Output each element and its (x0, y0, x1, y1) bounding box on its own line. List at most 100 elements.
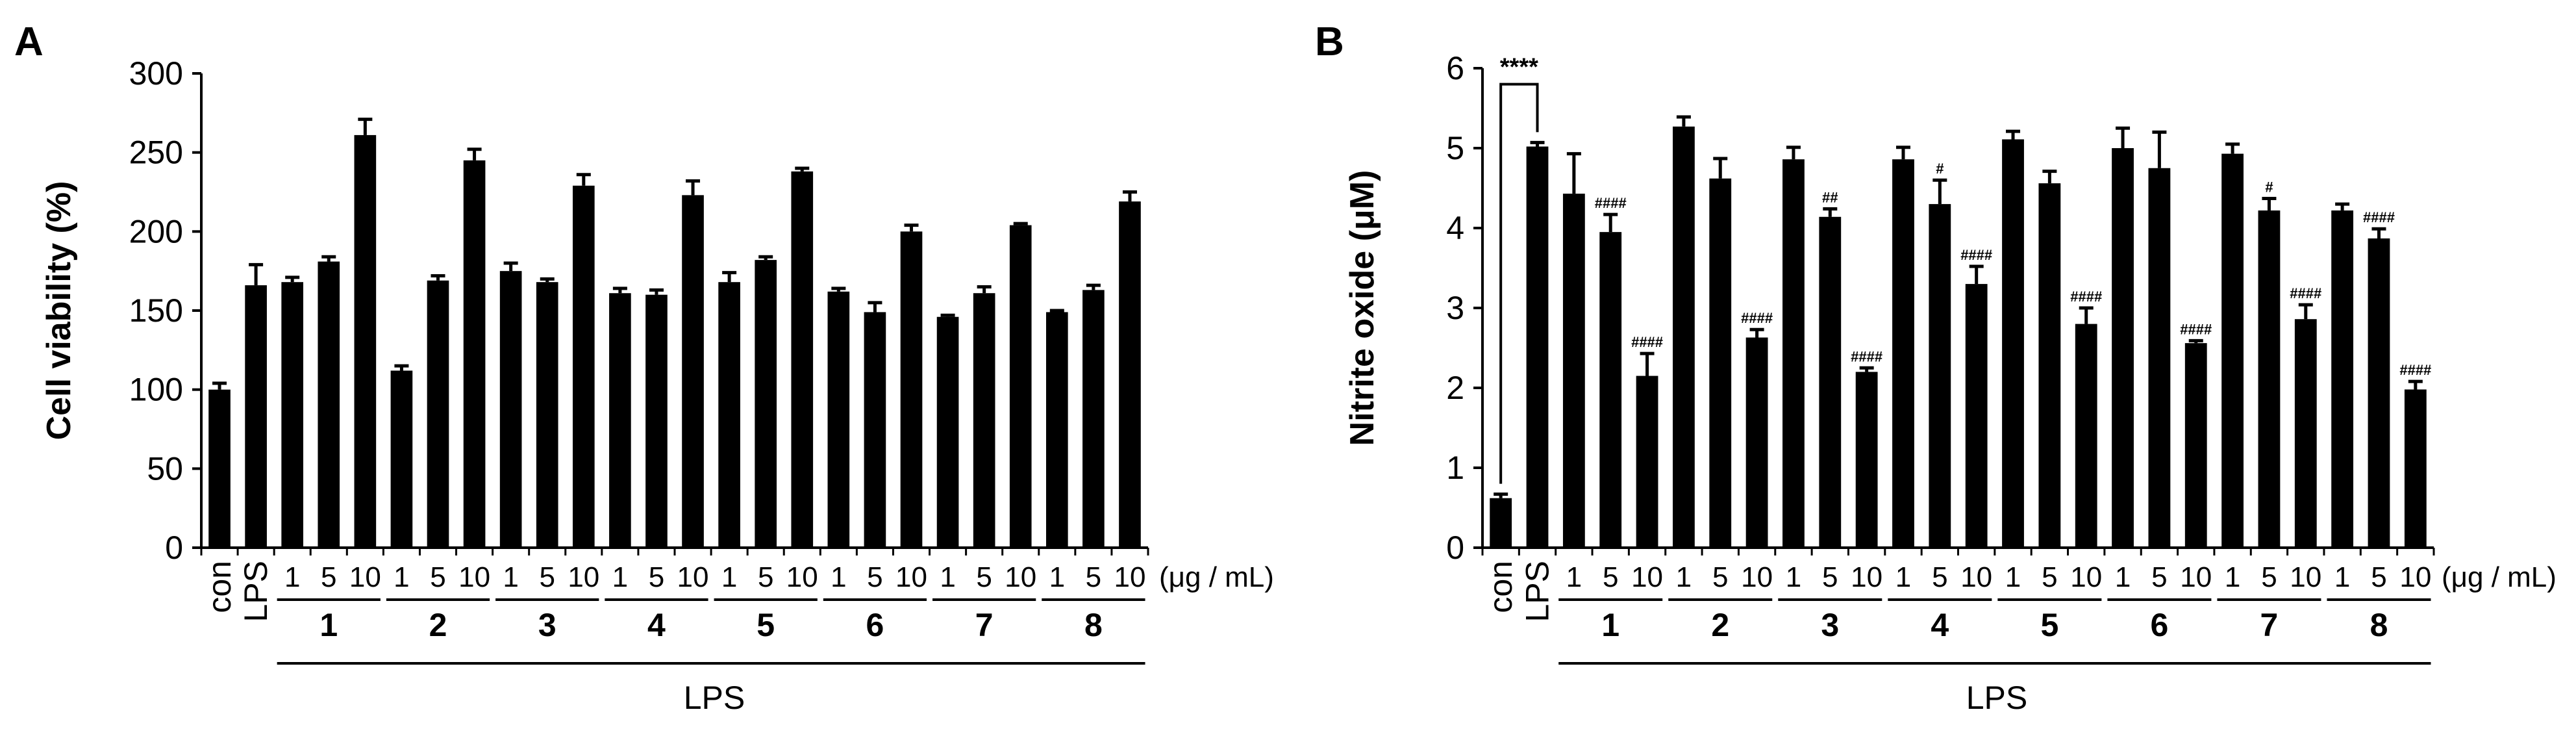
panel-b-bar (2112, 148, 2134, 548)
panel-b-bar (2075, 324, 2097, 548)
panel-b-y-tick-label: 4 (1446, 210, 1464, 246)
panel-a-bar (245, 285, 267, 548)
panel-b-significance-mark: #### (1631, 334, 1663, 350)
panel-a-bar (1045, 312, 1068, 548)
panel-b-bar (2221, 153, 2244, 548)
panel-a-bar (864, 312, 886, 548)
panel-b-compound-label: 2 (1711, 607, 1729, 643)
panel-b-x-category-label: LPS (1519, 561, 1556, 622)
panel-a-y-tick-label: 200 (129, 213, 183, 249)
panel-a-bar (755, 260, 777, 548)
panel-b-significance-mark: # (2265, 179, 2273, 195)
panel-a-bar (645, 294, 668, 548)
panel-a-x-dose-label: 5 (867, 561, 882, 593)
panel-b-x-dose-label: 1 (2115, 561, 2131, 593)
panel-b-unit-label: (μg / mL) (2442, 561, 2557, 593)
panel-a-x-dose-label: 1 (394, 561, 409, 593)
panel-a-y-tick-label: 0 (165, 529, 183, 566)
panel-a-bar (499, 271, 522, 548)
panel-a-bar (1009, 225, 1032, 548)
panel-a-y-axis-title: Cell viability (%) (40, 181, 78, 440)
panel-b-bar (1709, 178, 1732, 548)
panel-b-significance-mark: ## (1822, 189, 1838, 205)
panel-b-bar (1819, 216, 1842, 548)
panel-b-x-dose-label: 10 (2399, 561, 2431, 593)
panel-b-significance-mark: #### (2363, 209, 2395, 225)
panel-b-y-tick-label: 2 (1446, 370, 1464, 406)
panel-a-x-dose-label: 1 (503, 561, 518, 593)
panel-b-compound-label: 7 (2260, 607, 2279, 643)
panel-b-y-tick-label: 5 (1446, 130, 1464, 166)
panel-a-x-dose-label: 10 (349, 561, 381, 593)
panel-b-x-dose-label: 5 (2261, 561, 2277, 593)
panel-b-x-dose-label: 1 (1676, 561, 1692, 593)
panel-b-x-dose-label: 1 (2334, 561, 2350, 593)
panel-a-x-dose-label: 1 (612, 561, 628, 593)
panel-b-x-dose-label: 10 (1741, 561, 1773, 593)
panel-b-bar (1892, 159, 1914, 548)
panel-a-x-dose-label: 10 (458, 561, 490, 593)
panel-b-compound-label: 1 (1601, 607, 1619, 643)
panel-b-bar (1929, 204, 1951, 548)
panel-a-compound-label: 6 (866, 607, 884, 643)
panel-b-x-dose-label: 5 (1822, 561, 1838, 593)
panel-b-bar (1490, 498, 1512, 548)
panel-b-y-axis-title: Nitrite oxide (μM) (1344, 170, 1381, 446)
panel-b-significance-mark: #### (1741, 310, 1773, 326)
panel-a-x-dose-label: 1 (1049, 561, 1065, 593)
panel-a-bar (1119, 201, 1141, 548)
panel-b-bar (2184, 343, 2207, 548)
panel-a-x-dose-label: 1 (284, 561, 300, 593)
panel-b-x-dose-label: 1 (2005, 561, 2021, 593)
panel-b-significance-mark: #### (2180, 321, 2212, 337)
panel-b-x-dose-label: 10 (2070, 561, 2102, 593)
panel-b-bar (2368, 238, 2390, 548)
panel-b-bar (2002, 139, 2024, 548)
panel-a-compound-label: 1 (319, 607, 338, 643)
panel-b-significance-mark: #### (2399, 362, 2431, 378)
panel-a-bar (791, 171, 814, 548)
panel-b-compound-label: 6 (2150, 607, 2168, 643)
panel-b-significance-mark: # (1936, 160, 1944, 177)
panel-a-x-dose-label: 1 (940, 561, 955, 593)
panel-a-bar (354, 134, 377, 548)
panel-b-bar (1855, 372, 1878, 548)
panel-b-bar (1965, 284, 1988, 548)
panel-b-x-dose-label: 10 (2290, 561, 2321, 593)
panel-b-bar (1673, 126, 1695, 548)
panel-b-bar (2148, 168, 2171, 548)
panel-a-label: A (14, 19, 44, 64)
panel-b-bar (2404, 389, 2427, 548)
panel-b-bar (1526, 146, 1549, 548)
panel-b-significance-mark: #### (1960, 247, 1992, 263)
panel-a-bar (208, 389, 231, 548)
panel-a-x-dose-label: 5 (758, 561, 773, 593)
panel-a-bar (536, 282, 558, 548)
panel-a-y-tick-label: 300 (129, 55, 183, 92)
panel-a-x-dose-label: 5 (321, 561, 336, 593)
panel-b-x-dose-label: 10 (1631, 561, 1663, 593)
panel-a-bar (427, 280, 449, 548)
panel-a-x-dose-label: 1 (831, 561, 846, 593)
panel-b-bar (2038, 183, 2061, 548)
panel-a-bar (390, 370, 413, 548)
panel-b-x-dose-label: 5 (1932, 561, 1947, 593)
panel-a-bar (609, 293, 631, 548)
panel-b-x-dose-label: 5 (2151, 561, 2167, 593)
panel-b-significance-mark: #### (1595, 195, 1627, 211)
panel-a-y-tick-label: 100 (129, 372, 183, 408)
panel-b-compound-label: 4 (1931, 607, 1949, 643)
panel-b-label: B (1315, 19, 1344, 64)
panel-b-compound-label: 5 (2040, 607, 2058, 643)
panel-b-x-dose-label: 5 (2371, 561, 2386, 593)
panel-a-x-dose-label: 1 (721, 561, 737, 593)
panel-b-significance-bracket (1499, 83, 1539, 484)
panel-b-x-dose-label: 1 (1786, 561, 1801, 593)
panel-b-bar (1562, 194, 1585, 548)
panel-b-x-dose-label: 1 (2225, 561, 2240, 593)
panel-b-bar (2258, 210, 2281, 548)
panel-a-x-dose-label: 5 (430, 561, 445, 593)
panel-b-bar (1636, 376, 1658, 548)
panel-b-lps-group-label: LPS (1966, 680, 2028, 716)
